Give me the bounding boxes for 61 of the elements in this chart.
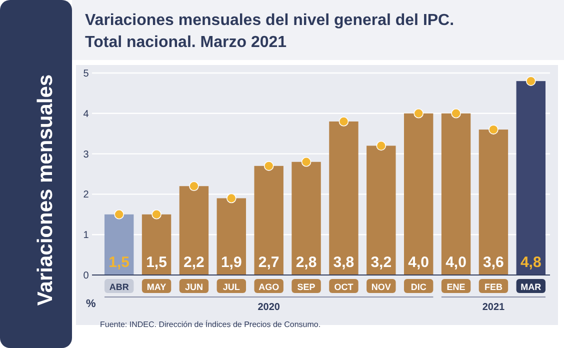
point bbox=[376, 140, 386, 151]
text: 2021 bbox=[482, 302, 506, 313]
point bbox=[152, 210, 162, 220]
bar bbox=[104, 214, 134, 275]
point bbox=[226, 193, 236, 204]
bar bbox=[179, 186, 209, 275]
bar bbox=[516, 81, 546, 275]
point bbox=[301, 156, 312, 167]
x-tick-label: NOV bbox=[371, 282, 391, 292]
chart-title: Variaciones mensuales del nivel general del IPC. bbox=[85, 12, 454, 29]
y-tick-label: 0 bbox=[83, 270, 90, 282]
data-label: 2,8 bbox=[296, 254, 317, 271]
bar bbox=[216, 198, 246, 275]
data-label: 1,5 bbox=[146, 254, 167, 271]
y-tick-label: 2 bbox=[83, 190, 90, 201]
y-tick-label: 5 bbox=[83, 68, 90, 80]
point bbox=[114, 210, 124, 220]
bar bbox=[142, 214, 172, 275]
point bbox=[526, 76, 536, 86]
y-tick-label: 3 bbox=[83, 149, 90, 160]
x-tick-label: DIC bbox=[410, 282, 427, 292]
bar bbox=[329, 121, 358, 275]
point bbox=[189, 181, 199, 192]
x-tick-label: ABR bbox=[109, 282, 130, 292]
data-label: 1,9 bbox=[220, 254, 242, 271]
point bbox=[414, 108, 424, 118]
y-tick-label: 4 bbox=[83, 108, 90, 120]
y-tick-label: 1 bbox=[83, 230, 90, 242]
bar bbox=[366, 146, 396, 275]
point bbox=[451, 108, 461, 118]
bar bbox=[404, 113, 434, 275]
x-tick-label: FEB bbox=[484, 282, 503, 292]
bar bbox=[478, 130, 508, 275]
data-label: 4,0 bbox=[446, 254, 466, 271]
chart-subtitle: Total nacional. Marzo 2021 bbox=[85, 34, 287, 51]
bar bbox=[254, 166, 284, 275]
bar bbox=[441, 113, 471, 275]
data-label: 3,2 bbox=[370, 254, 392, 271]
point bbox=[264, 161, 274, 171]
data-label: 3,8 bbox=[333, 254, 354, 271]
text: % bbox=[86, 298, 96, 310]
x-tick-label: MAR bbox=[520, 282, 542, 292]
data-label: 2,2 bbox=[184, 254, 204, 271]
x-tick-label: JUL bbox=[222, 282, 240, 292]
bar bbox=[292, 162, 321, 275]
point bbox=[338, 116, 349, 126]
y-axis-title: Variaciones mensuales bbox=[34, 74, 57, 306]
x-tick-label: MAY bbox=[146, 282, 166, 292]
x-tick-label: AGO bbox=[258, 282, 280, 292]
data-label: 2,7 bbox=[258, 254, 280, 271]
source-note: Fuente: INDEC. Dirección de Índices de Precios de Consumo. bbox=[100, 320, 321, 329]
x-tick-label: OCT bbox=[334, 282, 354, 292]
data-label: 1,5 bbox=[108, 254, 130, 271]
x-tick-label: JUN bbox=[184, 282, 203, 292]
text: 2020 bbox=[258, 302, 280, 313]
data-label: 4,8 bbox=[520, 254, 542, 271]
point bbox=[488, 124, 498, 134]
x-tick-label: SEP bbox=[297, 282, 316, 292]
data-label: 3,6 bbox=[483, 254, 504, 271]
data-label: 4,0 bbox=[408, 254, 430, 271]
x-tick-label: ENE bbox=[446, 282, 466, 292]
